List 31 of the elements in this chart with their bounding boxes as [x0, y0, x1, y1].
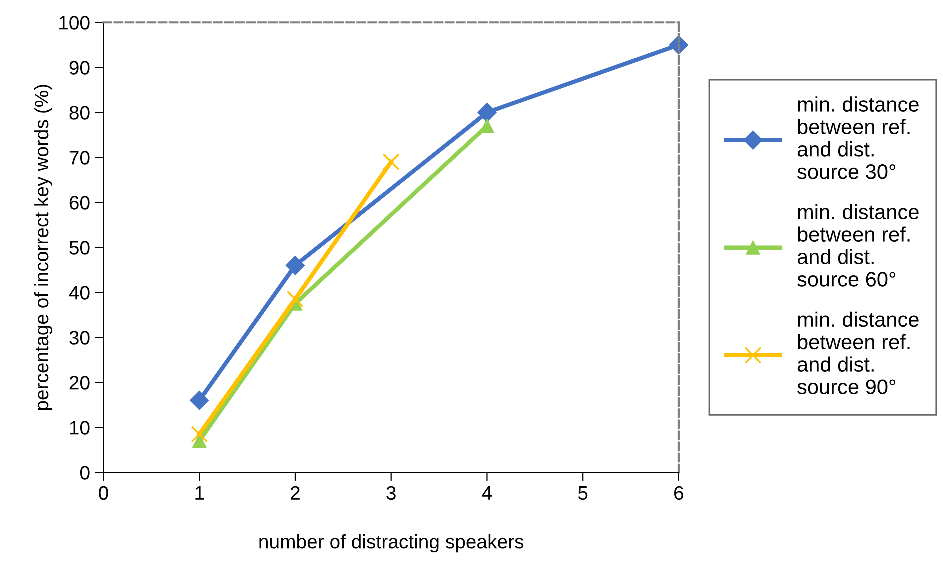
x-tick-label: 6 [674, 486, 684, 500]
x-tick-label: 2 [291, 486, 300, 500]
legend-label: min. distance between ref. and dist. source 60° [798, 204, 919, 287]
point [190, 391, 210, 410]
y-tick-label: 30 [70, 331, 90, 345]
y-tick-label: 90 [70, 61, 90, 75]
y-tick-label: 20 [70, 376, 90, 390]
y-tick-label: 50 [70, 241, 90, 255]
x-axis-title: number of distracting speakers [260, 534, 524, 553]
y-tick-label: 0 [80, 466, 90, 480]
x-tick-label: 5 [578, 486, 588, 500]
y-axis-title: percentage of incorrect key words (%) [34, 85, 53, 410]
x-tick-label: 1 [196, 486, 204, 500]
x-tick-label: 4 [482, 486, 492, 500]
point [287, 290, 304, 308]
point [192, 434, 207, 448]
point [480, 119, 494, 134]
legend-label: min. distance between ref. and dist. source 90° [798, 312, 919, 394]
point [286, 256, 306, 276]
x-tick-label: 0 [99, 486, 108, 500]
point [382, 154, 400, 171]
y-tick-label: 80 [70, 106, 90, 120]
y-tick-label: 10 [70, 421, 90, 435]
y-tick-label: 40 [69, 286, 90, 300]
y-tick-label: 60 [70, 196, 90, 210]
x-tick-label: 3 [386, 486, 396, 500]
point [191, 426, 208, 443]
legend-label: min. distance between ref. and dist. source 30° [798, 96, 919, 180]
y-tick-label: 100 [60, 16, 90, 30]
point [478, 103, 497, 122]
y-tick-label: 70 [70, 151, 90, 165]
